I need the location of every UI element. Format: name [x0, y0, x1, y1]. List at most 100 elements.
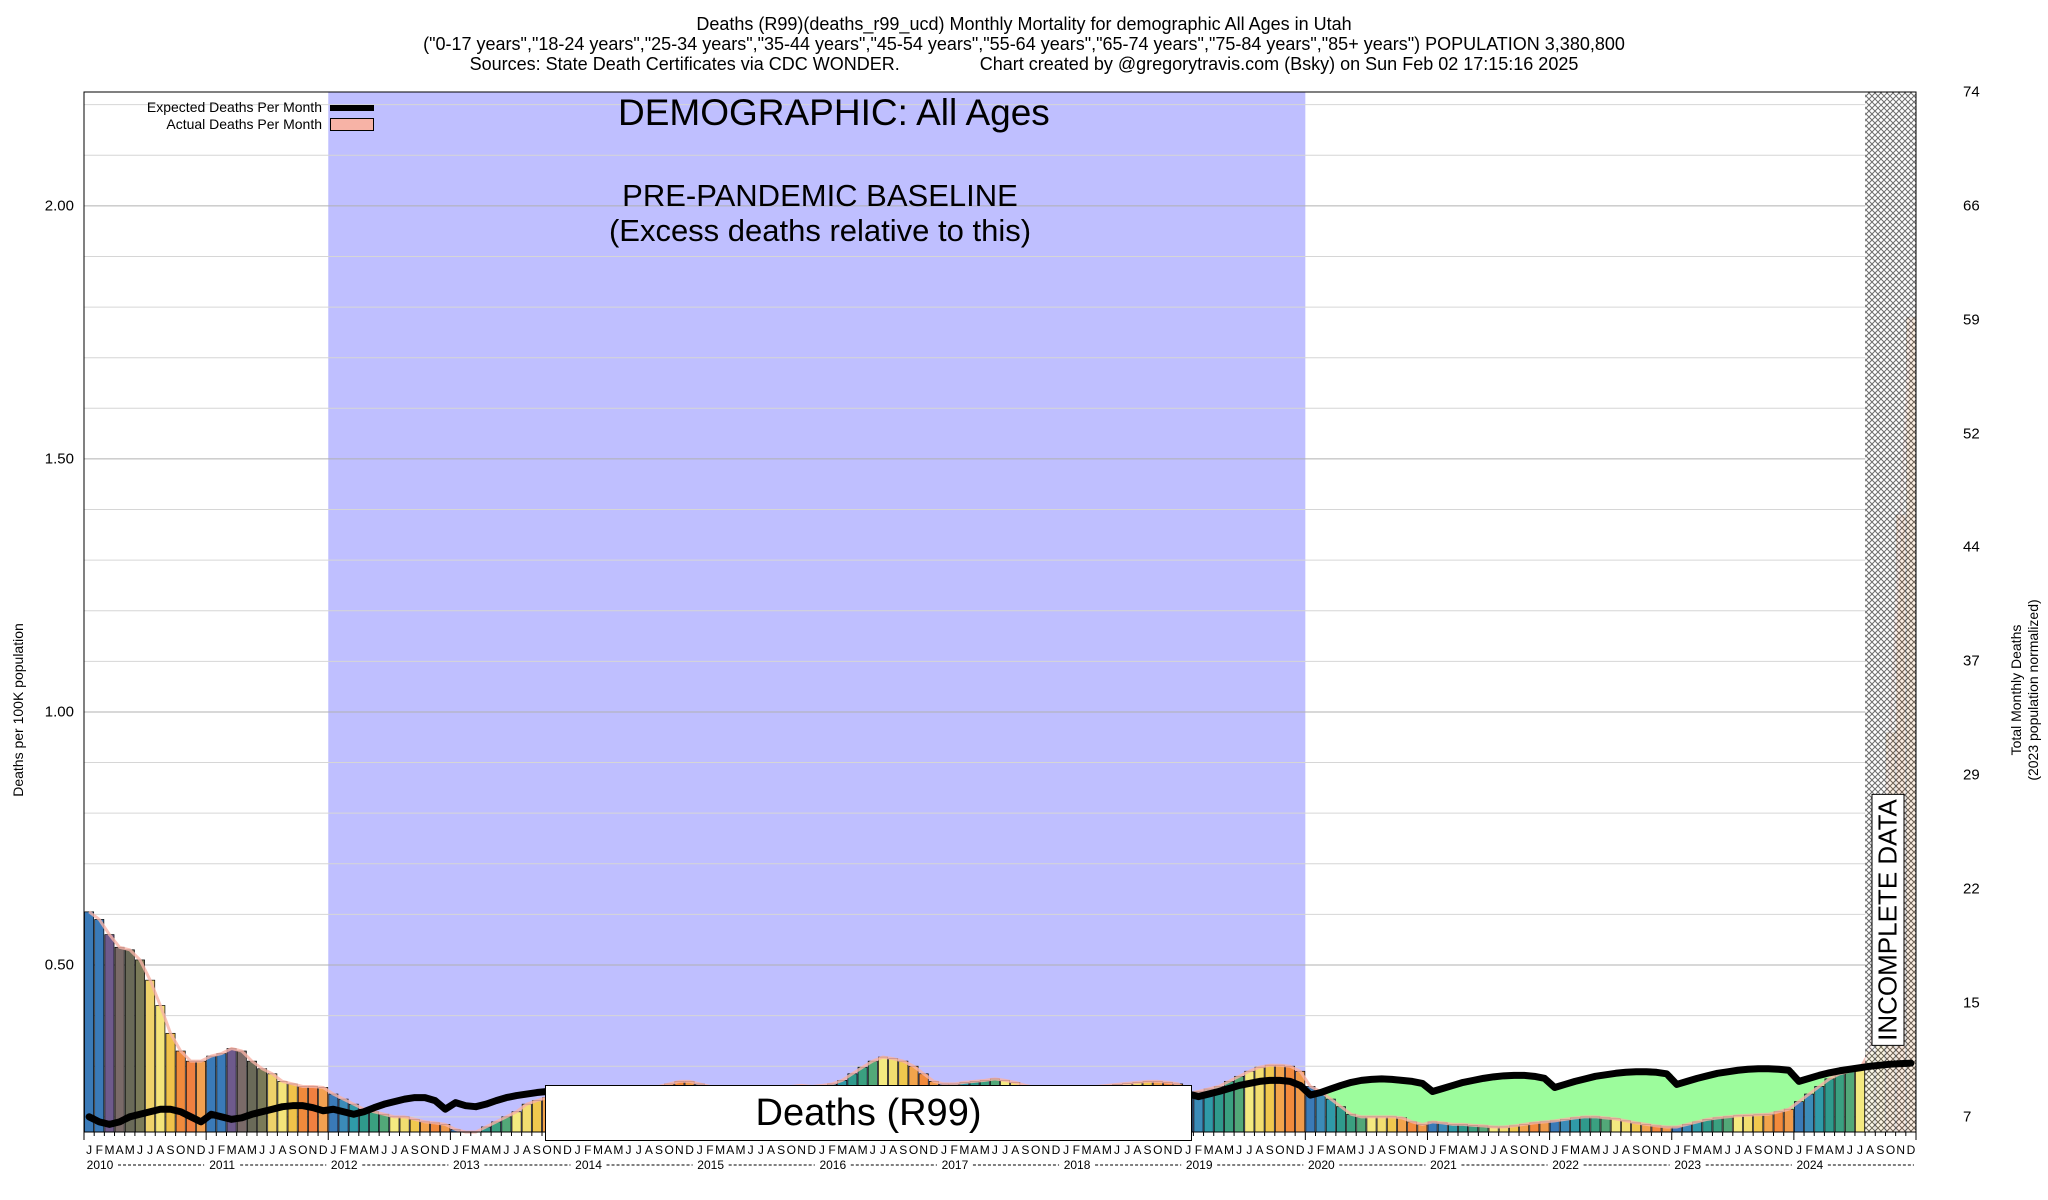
bar-actual-deaths — [114, 946, 125, 1133]
year-label: 2012 — [330, 1158, 358, 1172]
month-label: A — [522, 1143, 531, 1157]
month-label: F — [706, 1143, 714, 1157]
baseline-region — [328, 92, 1306, 1132]
bar-actual-deaths — [1274, 1064, 1285, 1133]
right-tick-label: 22 — [1963, 880, 1980, 898]
month-label: M — [979, 1143, 990, 1157]
bar-actual-deaths — [1794, 1101, 1804, 1133]
bar-actual-deaths — [94, 919, 105, 1133]
month-label: D — [1051, 1143, 1061, 1157]
legend-label-actual: Actual Deaths Per Month — [166, 116, 322, 132]
excess-area-segment — [1427, 1091, 1439, 1122]
bar-actual-deaths — [1763, 1113, 1774, 1133]
month-label: M — [1447, 1143, 1458, 1157]
month-label: O — [786, 1143, 797, 1157]
bar-actual-deaths — [348, 1103, 359, 1133]
excess-area-segment — [1458, 1082, 1469, 1125]
month-label: J — [879, 1143, 886, 1157]
month-label: N — [1041, 1143, 1051, 1157]
year-label: 2022 — [1552, 1158, 1579, 1172]
excess-area-segment — [1702, 1075, 1714, 1120]
month-label: J — [86, 1143, 93, 1157]
month-label: N — [552, 1143, 562, 1157]
month-label: J — [818, 1143, 825, 1157]
month-label: A — [1133, 1143, 1142, 1157]
month-label: J — [696, 1143, 703, 1157]
bar-actual-deaths — [135, 959, 145, 1133]
month-label: A — [1255, 1143, 1264, 1157]
excess-area-segment — [1478, 1078, 1490, 1126]
excess-area-segment — [1753, 1068, 1764, 1115]
excess-area-segment — [1580, 1078, 1591, 1117]
month-label: J — [1063, 1143, 1070, 1157]
month-label: J — [1602, 1143, 1609, 1157]
excess-area-segment — [1407, 1081, 1418, 1122]
bar-actual-deaths — [1285, 1065, 1296, 1133]
month-label: M — [470, 1143, 481, 1157]
excess-area-segment — [1498, 1075, 1510, 1127]
excess-area-segment — [1681, 1081, 1693, 1125]
month-label: J — [1236, 1143, 1243, 1157]
right-axis-label-line1: Total Monthly Deaths — [2008, 624, 2024, 756]
excess-area-segment — [1325, 1088, 1337, 1100]
month-label: M — [1692, 1143, 1703, 1157]
month-label: M — [1712, 1143, 1723, 1157]
legend-item-actual: Actual Deaths Per Month — [84, 116, 374, 133]
month-label: S — [1021, 1143, 1030, 1157]
right-tick-label: 44 — [1963, 538, 1980, 556]
month-label: D — [685, 1143, 694, 1157]
excess-area-segment — [1386, 1079, 1398, 1117]
excess-area-segment — [1569, 1081, 1581, 1118]
month-label: F — [1194, 1143, 1203, 1157]
excess-area-segment — [1722, 1071, 1734, 1117]
month-label: M — [837, 1143, 848, 1157]
month-label: J — [391, 1143, 398, 1157]
legend-swatch-actual — [330, 118, 374, 131]
month-label: J — [1246, 1143, 1253, 1157]
excess-area-segment — [1559, 1084, 1571, 1120]
bar-actual-deaths — [1783, 1108, 1794, 1133]
excess-area-segment — [1366, 1079, 1378, 1117]
month-label: M — [246, 1143, 257, 1157]
month-label: O — [1030, 1143, 1041, 1157]
excess-area-segment — [1468, 1080, 1479, 1126]
month-label: S — [1632, 1143, 1641, 1157]
bar-actual-deaths — [1712, 1117, 1723, 1133]
excess-area-segment — [1590, 1076, 1602, 1117]
month-label: S — [1143, 1143, 1152, 1157]
month-label: M — [1590, 1143, 1601, 1157]
bar-actual-deaths — [257, 1068, 268, 1133]
excess-area-segment — [1712, 1073, 1724, 1118]
month-label: A — [889, 1143, 898, 1157]
month-label: J — [330, 1143, 337, 1157]
month-label: M — [857, 1143, 868, 1157]
month-label: D — [1540, 1143, 1549, 1157]
month-label: J — [1857, 1143, 1864, 1157]
excess-area-segment — [1376, 1078, 1388, 1117]
month-label: N — [1285, 1143, 1295, 1157]
bar-actual-deaths — [1824, 1078, 1835, 1133]
month-label: D — [1906, 1143, 1916, 1157]
excess-area-segment — [1508, 1075, 1520, 1126]
month-label: M — [1224, 1143, 1234, 1157]
month-label: J — [1795, 1143, 1802, 1157]
month-label: M — [715, 1143, 726, 1157]
month-label: J — [1114, 1143, 1121, 1157]
excess-area-segment — [1529, 1076, 1541, 1123]
excess-area-segment — [1804, 1078, 1815, 1095]
month-label: M — [491, 1143, 502, 1157]
left-tick-label: 2.00 — [44, 197, 74, 215]
month-label: S — [777, 1143, 786, 1157]
right-tick-label: 7 — [1963, 1108, 1972, 1126]
excess-area-segment — [1671, 1084, 1683, 1127]
month-label: N — [1163, 1143, 1173, 1157]
month-label: D — [563, 1143, 572, 1157]
month-label: O — [176, 1143, 186, 1157]
month-label: F — [1683, 1143, 1691, 1157]
year-label: 2014 — [575, 1158, 602, 1172]
month-label: J — [259, 1143, 266, 1157]
month-label: D — [1295, 1143, 1305, 1157]
month-label: J — [747, 1143, 754, 1157]
line-actual-deaths — [88, 317, 1913, 1134]
month-label: J — [1368, 1143, 1375, 1157]
